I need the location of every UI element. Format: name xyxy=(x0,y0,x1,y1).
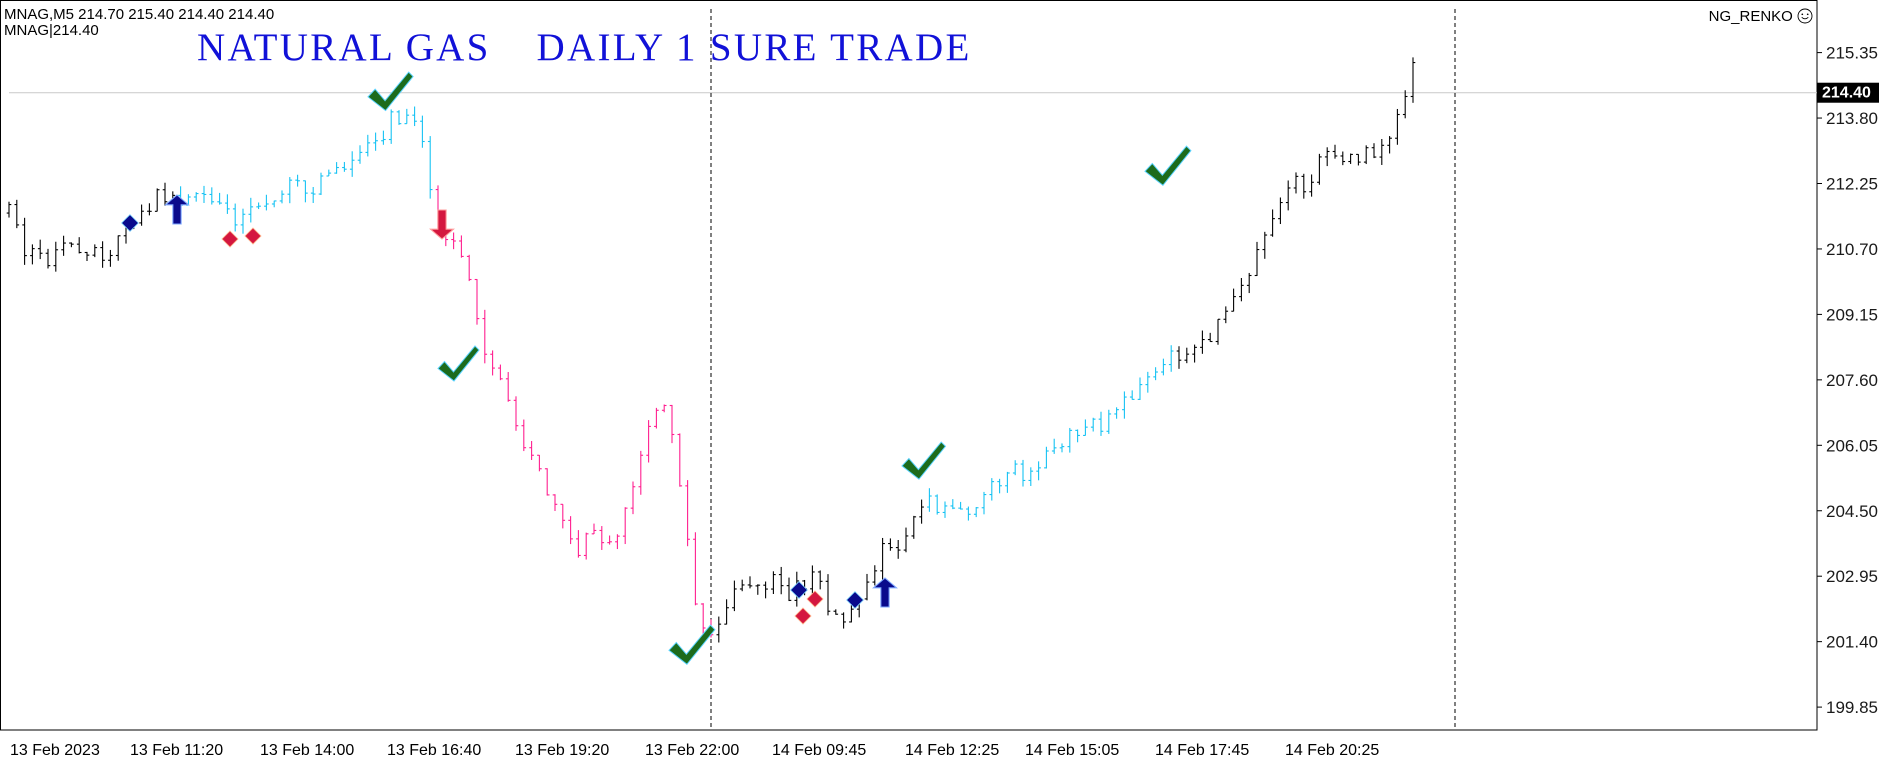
svg-text:207.60: 207.60 xyxy=(1826,371,1878,390)
svg-text:14 Feb 09:45: 14 Feb 09:45 xyxy=(772,742,866,759)
svg-text:210.70: 210.70 xyxy=(1826,240,1878,259)
svg-text:13 Feb 11:20: 13 Feb 11:20 xyxy=(130,742,223,759)
svg-text:14 Feb 20:25: 14 Feb 20:25 xyxy=(1285,742,1379,759)
svg-text:213.80: 213.80 xyxy=(1826,109,1878,128)
svg-text:204.50: 204.50 xyxy=(1826,502,1878,521)
svg-text:214.40: 214.40 xyxy=(1822,85,1871,102)
svg-text:14 Feb 17:45: 14 Feb 17:45 xyxy=(1155,742,1249,759)
svg-text:201.40: 201.40 xyxy=(1826,633,1878,652)
svg-text:199.85: 199.85 xyxy=(1826,698,1878,717)
svg-text:209.15: 209.15 xyxy=(1826,305,1878,324)
svg-text:13 Feb 16:40: 13 Feb 16:40 xyxy=(387,742,481,759)
svg-text:206.05: 206.05 xyxy=(1826,436,1878,455)
svg-text:13 Feb 19:20: 13 Feb 19:20 xyxy=(515,742,609,759)
svg-text:215.35: 215.35 xyxy=(1826,44,1878,63)
svg-text:13 Feb 14:00: 13 Feb 14:00 xyxy=(260,742,354,759)
svg-text:14 Feb 12:25: 14 Feb 12:25 xyxy=(905,742,999,759)
svg-text:13 Feb 22:00: 13 Feb 22:00 xyxy=(645,742,739,759)
svg-text:212.25: 212.25 xyxy=(1826,175,1878,194)
svg-text:13 Feb 2023: 13 Feb 2023 xyxy=(10,742,100,759)
svg-text:14 Feb 15:05: 14 Feb 15:05 xyxy=(1025,742,1119,759)
svg-text:202.95: 202.95 xyxy=(1826,567,1878,586)
